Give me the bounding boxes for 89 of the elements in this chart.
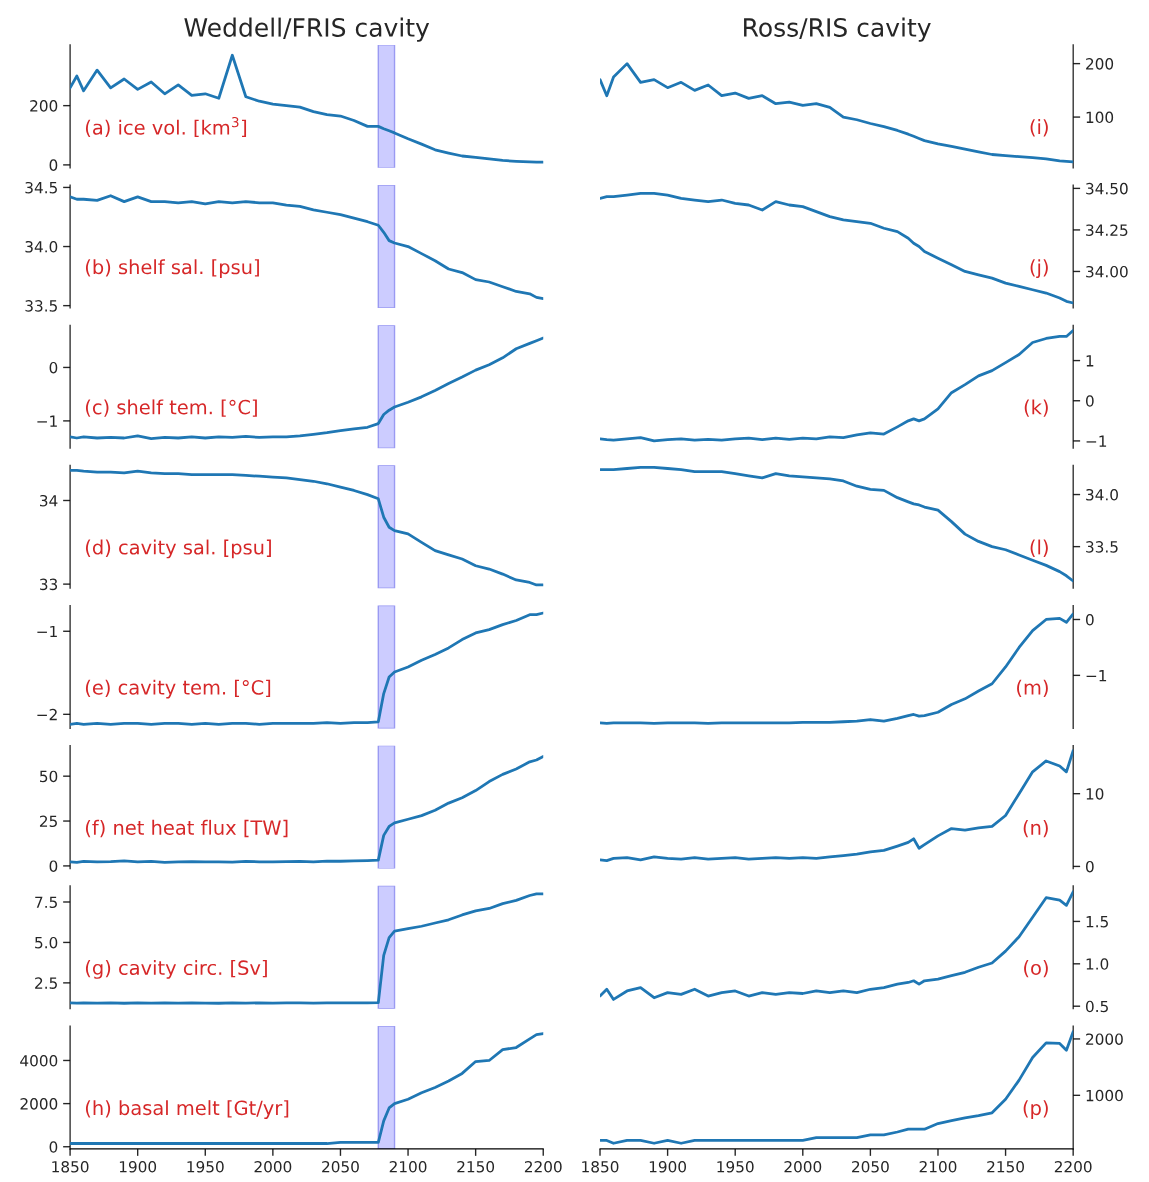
y-tick-label: 33	[40, 578, 58, 591]
line-series	[600, 329, 1074, 443]
x-tick-label: 2050	[852, 1160, 889, 1173]
y2-tick-label: 34.50	[1086, 182, 1128, 195]
x-tick-label: 2000	[784, 1160, 822, 1173]
line-series	[600, 890, 1074, 1001]
line-series	[70, 1032, 544, 1145]
line-series	[70, 53, 544, 164]
y-tick-label: 34.5	[25, 181, 57, 194]
y-tick-label: 34	[40, 494, 58, 507]
chart-title: Weddell/FRIS cavity	[184, 17, 430, 42]
annotation: (n)	[1023, 819, 1048, 838]
y2-tick-label: 34.0	[1086, 489, 1118, 501]
y-tick-label: 7.5	[35, 896, 57, 909]
line-series	[70, 468, 544, 587]
y2-tick-label: 1	[1086, 355, 1094, 367]
y-tick-label: 33.5	[25, 300, 57, 312]
y-tick-label: 25	[39, 815, 57, 828]
line-series	[70, 892, 544, 1005]
annotation: (l)	[1030, 539, 1048, 557]
y2-tick-label: 1000	[1086, 1089, 1123, 1102]
line-series	[600, 749, 1074, 862]
y2-tick-label: 34.00	[1086, 265, 1128, 278]
y2-tick-label: 0	[1085, 395, 1094, 407]
x-tick-label: 1850	[582, 1160, 619, 1173]
y-tick-label: −1	[37, 415, 57, 427]
x-tick-label: 1850	[52, 1160, 89, 1173]
annotation: (g) cavity circ. [Sv]	[85, 960, 267, 979]
annotation: (i)	[1030, 119, 1048, 137]
line-series	[600, 612, 1074, 725]
x-tick-label: 2000	[254, 1160, 292, 1173]
annotation: (f) net heat flux [TW]	[85, 819, 288, 838]
x-tick-label: 2150	[987, 1160, 1024, 1173]
y-tick-label: 0	[49, 159, 58, 171]
x-tick-label: 2050	[322, 1160, 359, 1173]
y2-tick-label: 2000	[1086, 1033, 1123, 1045]
y-tick-label: 50	[40, 770, 58, 783]
line-series	[600, 191, 1074, 305]
y-tick-label: 0	[49, 1141, 58, 1153]
x-tick-label: 2200	[1054, 1160, 1092, 1173]
y2-tick-label: 200	[1086, 58, 1114, 70]
x-tick-label: 1950	[187, 1160, 224, 1173]
annotation: (p)	[1023, 1100, 1048, 1119]
line-series	[70, 336, 544, 440]
y2-tick-label: −1	[1086, 435, 1107, 447]
annotation: (a) ice vol. [km$^{3}$]	[85, 116, 247, 138]
line-series	[70, 194, 544, 300]
y2-tick-label: 0.5	[1085, 1000, 1108, 1013]
line-series	[600, 466, 1074, 583]
y-tick-label: −2	[37, 708, 57, 721]
annotation: (e) cavity tem. [°C]	[85, 679, 271, 699]
line-series	[70, 611, 544, 726]
line-series	[600, 1030, 1074, 1145]
annotation: (j)	[1030, 259, 1048, 279]
line-series	[70, 755, 544, 864]
y2-tick-label: 10	[1086, 788, 1104, 800]
annotation: (o)	[1024, 960, 1048, 978]
annotation: (k)	[1024, 399, 1048, 417]
annotation: (d) cavity sal. [psu]	[85, 539, 271, 559]
y-tick-label: 200	[30, 100, 58, 112]
y2-tick-label: 33.5	[1086, 541, 1118, 553]
x-tick-label: 1900	[649, 1160, 687, 1173]
y2-tick-label: 1.0	[1086, 958, 1109, 970]
y2-tick-label: 1.5	[1086, 916, 1108, 928]
y-tick-label: 2000	[20, 1098, 58, 1110]
y-tick-label: 5.0	[35, 936, 58, 949]
x-tick-label: 2100	[389, 1160, 427, 1173]
chart-title: Ross/RIS cavity	[744, 17, 931, 42]
x-tick-label: 2150	[457, 1160, 495, 1173]
y-tick-label: 2.5	[35, 977, 57, 989]
y-tick-label: 0	[49, 361, 58, 374]
annotation: (c) shelf tem. [°C]	[85, 399, 257, 417]
y-tick-label: 34.0	[25, 241, 58, 253]
x-tick-label: 1900	[119, 1160, 157, 1173]
y2-tick-label: 34.25	[1086, 224, 1128, 236]
line-series	[600, 62, 1074, 164]
x-tick-label: 2200	[524, 1160, 562, 1173]
y2-tick-label: 100	[1086, 111, 1114, 124]
y2-tick-label: 0	[1085, 860, 1094, 873]
y-tick-label: −1	[37, 625, 57, 638]
y2-tick-label: −1	[1086, 670, 1107, 682]
x-tick-label: 1950	[717, 1160, 754, 1173]
annotation: (m)	[1017, 679, 1048, 698]
y-tick-label: 4000	[20, 1054, 58, 1067]
annotation: (h) basal melt [Gt/yr]	[85, 1100, 289, 1119]
y-tick-label: 0	[49, 860, 58, 872]
annotation: (b) shelf sal. [psu]	[85, 259, 259, 279]
y2-tick-label: 0	[1085, 613, 1094, 626]
x-tick-label: 2100	[919, 1160, 957, 1173]
